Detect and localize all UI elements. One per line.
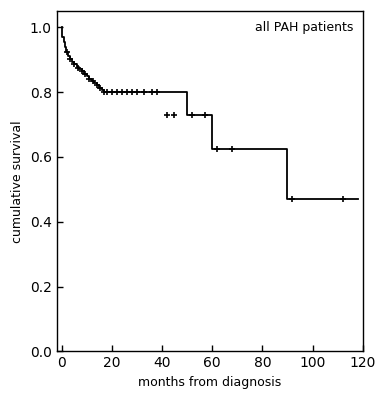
- X-axis label: months from diagnosis: months from diagnosis: [138, 376, 281, 389]
- Y-axis label: cumulative survival: cumulative survival: [11, 120, 24, 243]
- Text: all PAH patients: all PAH patients: [255, 21, 353, 34]
